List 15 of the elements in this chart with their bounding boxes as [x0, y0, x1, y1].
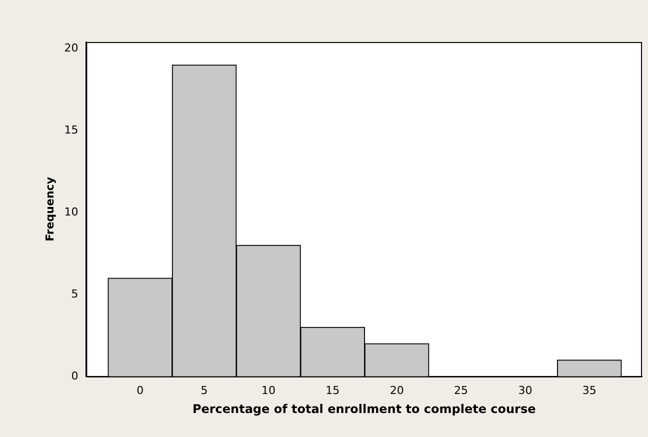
x-axis-title: Percentage of total enrollment to complete course — [192, 402, 536, 416]
y-tick-label: 20 — [64, 41, 78, 54]
x-tick-label: 20 — [390, 384, 404, 397]
y-tick-label: 0 — [71, 369, 78, 382]
x-tick-label: 35 — [582, 384, 596, 397]
x-tick-label: 0 — [136, 384, 144, 397]
x-tick-label: 5 — [200, 384, 208, 397]
x-tick-label: 15 — [326, 384, 340, 397]
y-tick-label: 5 — [71, 287, 78, 300]
y-tick-label: 10 — [64, 205, 78, 218]
x-tick-label: 25 — [454, 384, 468, 397]
x-tick-label: 30 — [518, 384, 532, 397]
y-tick-label: 15 — [64, 123, 78, 136]
y-axis-title: Frequency — [43, 177, 56, 242]
x-tick-label: 10 — [261, 384, 276, 397]
